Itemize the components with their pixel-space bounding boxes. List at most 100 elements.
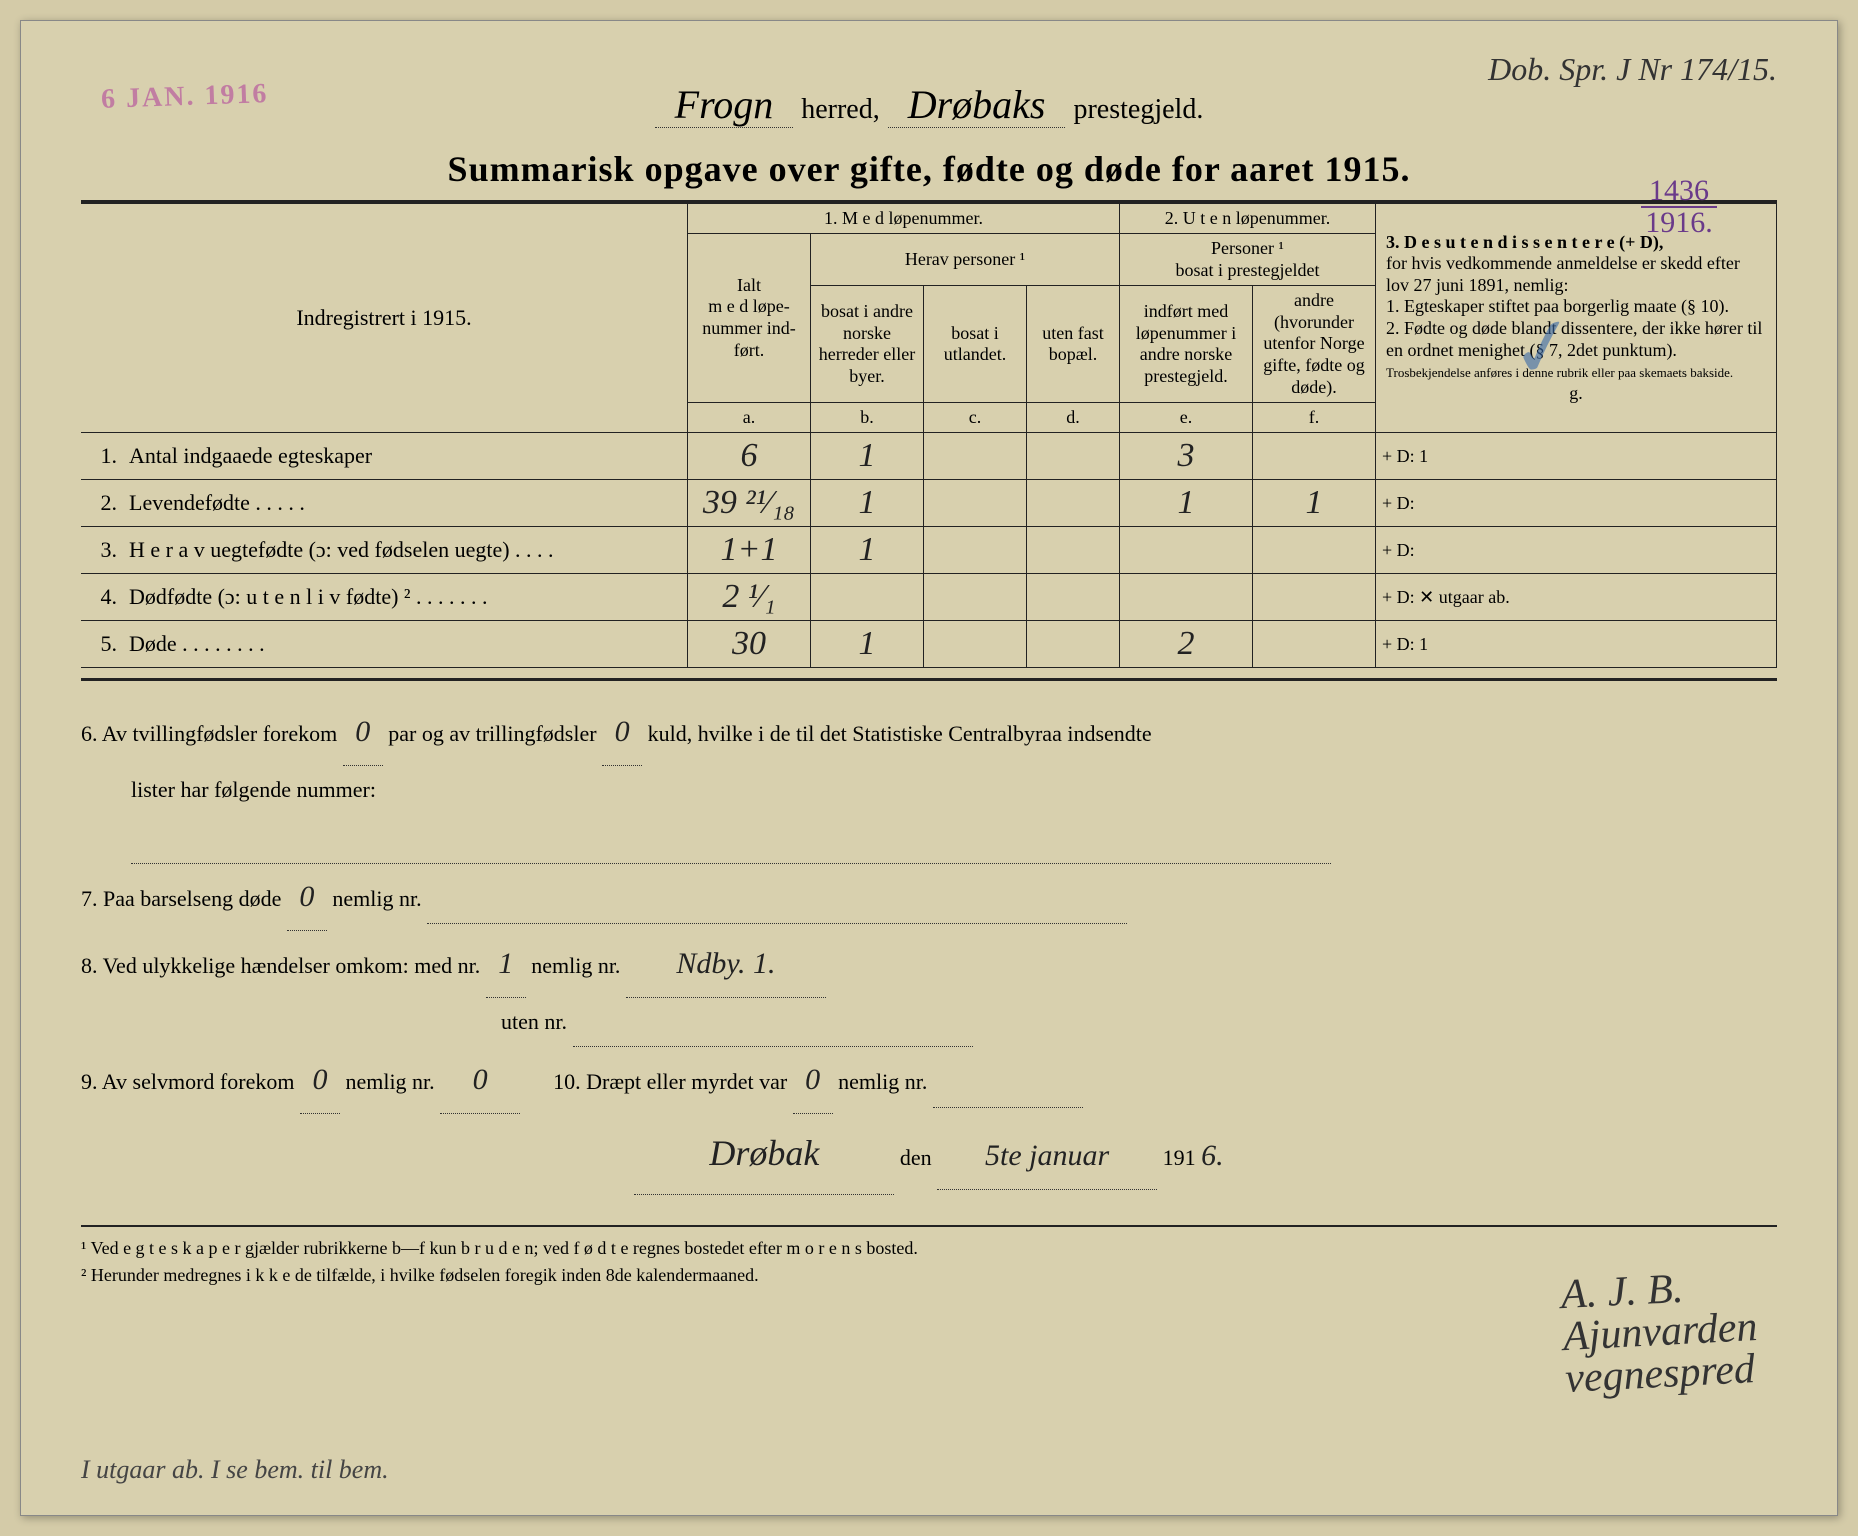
footnote-1: ¹ Ved e g t e s k a p e r gjælder rubrik…: [81, 1235, 1777, 1262]
den-label: den: [900, 1145, 932, 1170]
col-header-e: indført med løpenummer i andre norske pr…: [1120, 286, 1253, 403]
prestegjeld-label: prestegjeld.: [1073, 94, 1203, 125]
l8v1: 1: [486, 931, 526, 998]
col-header-personer: Personer ¹ bosat i prestegjeldet: [1120, 234, 1376, 286]
table-row: 1. Antal indgaaede egteskaper 6 1 3 + D:…: [81, 433, 1777, 480]
col-letter-e: e.: [1120, 403, 1253, 433]
cell-a: 2 ¹⁄₁: [688, 574, 811, 621]
line-6d: lister har følgende nummer:: [81, 766, 1777, 814]
l8b: nemlig nr.: [531, 953, 620, 978]
table-row: 2. Levendefødte . . . . . 39 ²¹⁄₁₈ 1 1 1…: [81, 480, 1777, 527]
col-header-indreg: Indregistrert i 1915.: [81, 204, 688, 433]
col-header-f: andre (hvorunder utenfor Norge gifte, fø…: [1253, 286, 1376, 403]
cell-d: [1027, 621, 1120, 668]
l9b: nemlig nr.: [345, 1069, 434, 1094]
year-suf: 6.: [1201, 1139, 1224, 1172]
l8v2: Ndby. 1.: [626, 931, 826, 998]
refnum-bottom: 1916.: [1641, 208, 1717, 238]
header-line: Frogn herred, Drøbaks prestegjeld.: [81, 81, 1777, 128]
cell-g: + D:: [1376, 527, 1777, 574]
date-stamp: 6 JAN. 1916: [100, 78, 268, 116]
l10v: 0: [793, 1047, 833, 1114]
line-6: 6. Av tvillingfødsler forekom 0 par og a…: [81, 699, 1777, 766]
cell-a: 6: [688, 433, 811, 480]
col-letter-g: g.: [1386, 383, 1766, 405]
main-table: Indregistrert i 1915. 1. M e d løpenumme…: [81, 203, 1777, 668]
line-8: 8. Ved ulykkelige hændelser omkom: med n…: [81, 931, 1777, 998]
cell-c: [924, 480, 1027, 527]
cell-e: [1120, 527, 1253, 574]
row-label: H e r a v uegtefødte (ɔ: ved fødselen ue…: [123, 527, 688, 574]
cell-g: + D:: [1376, 480, 1777, 527]
cell-f: [1253, 574, 1376, 621]
line-7: 7. Paa barselseng døde 0 nemlig nr.: [81, 864, 1777, 931]
col-letter-c: c.: [924, 403, 1027, 433]
row-num: 2.: [81, 480, 123, 527]
cell-b: 1: [811, 433, 924, 480]
top-reference-note: Dob. Spr. J Nr 174/15.: [1488, 51, 1777, 88]
table-row: 5. Døde . . . . . . . . 30 1 2 + D: 1: [81, 621, 1777, 668]
table-row: 4. Dødfødte (ɔ: u t e n l i v fødte) ² .…: [81, 574, 1777, 621]
cell-c: [924, 621, 1027, 668]
cell-d: [1027, 480, 1120, 527]
col-letter-f: f.: [1253, 403, 1376, 433]
l6a: 6. Av tvillingfødsler forekom: [81, 721, 337, 746]
line-6-blank: [81, 815, 1777, 864]
l7b: nemlig nr.: [332, 886, 421, 911]
cell-d: [1027, 433, 1120, 480]
l9a: 9. Av selvmord forekom: [81, 1069, 294, 1094]
row-label: Døde . . . . . . . .: [123, 621, 688, 668]
cell-a: 30: [688, 621, 811, 668]
document-page: 6 JAN. 1916 Dob. Spr. J Nr 174/15. Frogn…: [20, 20, 1838, 1516]
l10b: nemlig nr.: [838, 1069, 927, 1094]
cell-c: [924, 433, 1027, 480]
cell-g: + D: 1: [1376, 621, 1777, 668]
place: Drøbak: [634, 1114, 894, 1194]
sec3-title: 3. D e s u t e n d i s s e n t e r e (+ …: [1386, 232, 1663, 252]
l7v: 0: [287, 864, 327, 931]
cell-a: 39 ²¹⁄₁₈: [688, 480, 811, 527]
l7a: 7. Paa barselseng døde: [81, 886, 281, 911]
l8a: 8. Ved ulykkelige hændelser omkom: med n…: [81, 953, 480, 978]
refnum-top: 1436: [1641, 176, 1717, 208]
row-num: 4.: [81, 574, 123, 621]
section-1-header: 1. M e d løpenummer.: [688, 204, 1120, 234]
col-letter-d: d.: [1027, 403, 1120, 433]
col-header-b: bosat i andre norske herreder eller byer…: [811, 286, 924, 403]
row-label: Dødfødte (ɔ: u t e n l i v fødte) ² . . …: [123, 574, 688, 621]
l6c: kuld, hvilke i de til det Statistiske Ce…: [648, 721, 1152, 746]
cell-b: [811, 574, 924, 621]
date-value: 5te januar: [937, 1123, 1157, 1190]
cell-c: [924, 574, 1027, 621]
cell-a: 1+1: [688, 527, 811, 574]
l10a: 10. Dræpt eller myrdet var: [553, 1069, 787, 1094]
year-pre: 191: [1163, 1145, 1196, 1170]
col-header-herav: Herav personer ¹: [811, 234, 1120, 286]
footnote-2: ² Herunder medregnes i k k e de tilfælde…: [81, 1262, 1777, 1289]
cell-f: [1253, 527, 1376, 574]
herred-value: Frogn: [655, 82, 794, 128]
cell-c: [924, 527, 1027, 574]
row-num: 5.: [81, 621, 123, 668]
col-letter-b: b.: [811, 403, 924, 433]
col-header-c: bosat i utlandet.: [924, 286, 1027, 403]
row-num: 1.: [81, 433, 123, 480]
bottom-section: 6. Av tvillingfødsler forekom 0 par og a…: [81, 699, 1777, 1194]
cell-f: [1253, 621, 1376, 668]
l8c-label: uten nr.: [501, 1009, 567, 1034]
cell-g: + D: ✕ utgaar ab.: [1376, 574, 1777, 621]
line-9-10: 9. Av selvmord forekom 0 nemlig nr. 0 10…: [81, 1047, 1777, 1114]
margin-note: I utgaar ab. I se bem. til bem.: [81, 1455, 389, 1485]
cell-e: [1120, 574, 1253, 621]
table-row: 3. H e r a v uegtefødte (ɔ: ved fødselen…: [81, 527, 1777, 574]
divider: [81, 678, 1777, 681]
line-8c: uten nr.: [81, 998, 1777, 1047]
cell-f: [1253, 433, 1376, 480]
sec3-body: for hvis vedkommende anmeldelse er skedd…: [1386, 253, 1762, 359]
date-line: Drøbak den 5te januar 191 6.: [81, 1114, 1777, 1194]
cell-d: [1027, 527, 1120, 574]
cell-f: 1: [1253, 480, 1376, 527]
signature: A. J. B. Ajunvarden vegnespred: [1559, 1264, 1760, 1400]
cell-e: 3: [1120, 433, 1253, 480]
l9v2: 0: [440, 1047, 520, 1114]
